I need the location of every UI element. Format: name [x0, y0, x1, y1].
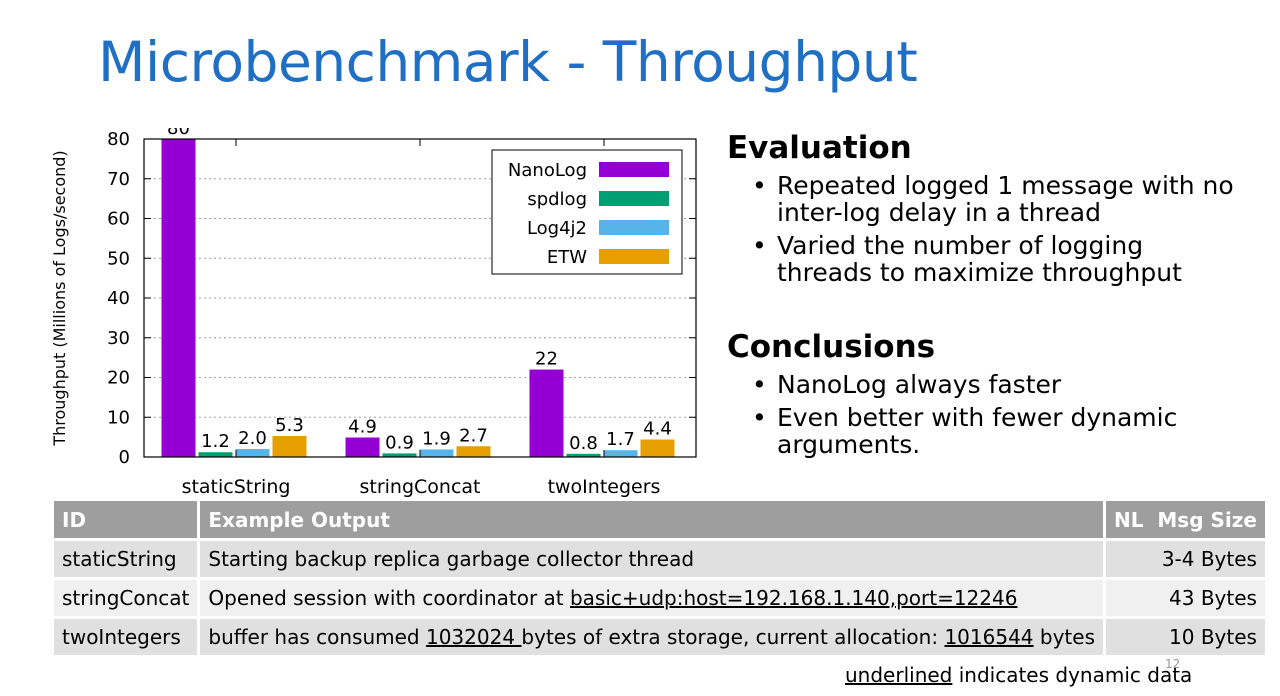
- bar-value-label: 4.9: [348, 417, 377, 438]
- static-segment: bytes of extra storage, current allocati…: [521, 625, 945, 649]
- evaluation-heading: Evaluation: [727, 130, 912, 166]
- bar-etw: [640, 439, 675, 457]
- table-row: staticString Starting backup replica garb…: [54, 538, 1265, 577]
- bar-value-label: 5.3: [275, 415, 304, 436]
- cell-id: twoIntegers: [54, 616, 201, 655]
- bar-value-label: 1.2: [201, 431, 230, 452]
- bar-nanolog: [345, 437, 380, 457]
- y-tick-label: 30: [107, 328, 130, 349]
- cell-example-output: Opened session with coordinator at basic…: [200, 577, 1106, 616]
- bar-value-label: 2.7: [459, 425, 488, 446]
- slide-title: Microbenchmark - Throughput: [98, 30, 918, 94]
- legend-label: spdlog: [527, 189, 587, 210]
- bar-value-label: 0.9: [385, 432, 414, 453]
- y-tick-label: 0: [119, 447, 130, 468]
- bar-etw: [456, 446, 491, 457]
- dynamic-segment: 1016544: [944, 625, 1034, 649]
- y-axis-label: Throughput (Millions of Logs/second): [50, 150, 69, 446]
- static-segment: bytes: [1033, 625, 1095, 649]
- bar-log4j2: [419, 449, 454, 457]
- header-msg-size: NL Msg Size: [1106, 501, 1265, 538]
- conclusions-list: NanoLog always faster Even better with f…: [750, 371, 1237, 464]
- x-tick-label: stringConcat: [359, 476, 480, 498]
- cell-example-output: buffer has consumed 1032024 bytes of ext…: [200, 616, 1106, 655]
- y-tick-label: 70: [107, 169, 130, 190]
- conclusions-heading: Conclusions: [727, 329, 936, 365]
- bar-nanolog: [161, 139, 196, 457]
- cell-id: staticString: [54, 538, 201, 577]
- legend-swatch: [599, 162, 669, 177]
- dynamic-segment: basic+udp:host=192.168.1.140,port=12246: [569, 586, 1018, 610]
- legend-swatch: [599, 220, 669, 235]
- bar-value-label: 1.7: [606, 429, 635, 450]
- cell-example-output: Starting backup replica garbage collecto…: [200, 538, 1106, 577]
- conclusions-bullet: Even better with fewer dynamic arguments…: [750, 404, 1237, 458]
- bar-nanolog: [529, 369, 564, 457]
- static-segment: buffer has consumed: [208, 625, 426, 649]
- cell-msg-size: 3-4 Bytes: [1106, 538, 1265, 577]
- bar-value-label: 80: [167, 128, 190, 139]
- plot-frame: [143, 138, 697, 458]
- cell-msg-size: 10 Bytes: [1106, 616, 1265, 655]
- y-tick-label: 80: [107, 129, 130, 150]
- bar-value-label: 0.8: [569, 433, 598, 454]
- bar-log4j2: [235, 449, 270, 457]
- table-header-row: ID Example Output NL Msg Size: [54, 501, 1265, 538]
- y-tick-label: 20: [107, 368, 130, 389]
- y-tick-label: 50: [107, 248, 130, 269]
- bar-value-label: 2.0: [238, 428, 267, 449]
- bar-spdlog: [198, 452, 233, 457]
- bar-spdlog: [566, 453, 601, 457]
- footnote: underlined indicates dynamic data: [845, 663, 1192, 687]
- table-row: twoIntegers buffer has consumed 1032024 b…: [54, 616, 1265, 655]
- footnote-text: indicates dynamic data: [952, 663, 1193, 687]
- y-tick-label: 60: [107, 209, 130, 230]
- footnote-underlined: underlined: [845, 663, 953, 687]
- static-segment: Starting backup replica garbage collecto…: [208, 547, 695, 571]
- bar-etw: [272, 435, 307, 457]
- bar-log4j2: [603, 450, 638, 457]
- x-tick-label: staticString: [182, 476, 291, 498]
- y-tick-label: 40: [107, 288, 130, 309]
- throughput-chart: 0 10 20 30 40 50 60 70 80 Throughput (Millions of…: [50, 128, 697, 498]
- evaluation-list: Repeated logged 1 message with no inter-…: [750, 172, 1237, 292]
- bar-value-label: 22: [535, 349, 558, 370]
- bar-value-label: 4.4: [643, 419, 672, 440]
- y-tick-label: 10: [107, 407, 130, 428]
- example-output-table: ID Example Output NL Msg Size staticStri…: [54, 501, 1265, 655]
- table-row: stringConcat Opened session with coordina…: [54, 577, 1265, 616]
- cell-msg-size: 43 Bytes: [1106, 577, 1265, 616]
- bar-spdlog: [382, 453, 417, 457]
- evaluation-bullet: Repeated logged 1 message with no inter-…: [750, 172, 1237, 226]
- legend-swatch: [599, 249, 669, 264]
- cell-id: stringConcat: [54, 577, 201, 616]
- legend-label: Log4j2: [527, 218, 587, 239]
- legend-label: ETW: [547, 247, 587, 268]
- conclusions-bullet: NanoLog always faster: [750, 371, 1237, 398]
- legend-swatch: [599, 191, 669, 206]
- header-id: ID: [54, 501, 201, 538]
- bar-value-label: 1.9: [422, 428, 451, 449]
- header-example-output: Example Output: [200, 501, 1106, 538]
- static-segment: Opened session with coordinator at: [208, 586, 570, 610]
- legend-label: NanoLog: [508, 160, 587, 181]
- dynamic-segment: 1032024: [425, 625, 522, 649]
- x-tick-label: twoIntegers: [548, 476, 661, 498]
- page-number: 12: [1165, 657, 1181, 671]
- evaluation-bullet: Varied the number of logging threads to …: [750, 232, 1237, 286]
